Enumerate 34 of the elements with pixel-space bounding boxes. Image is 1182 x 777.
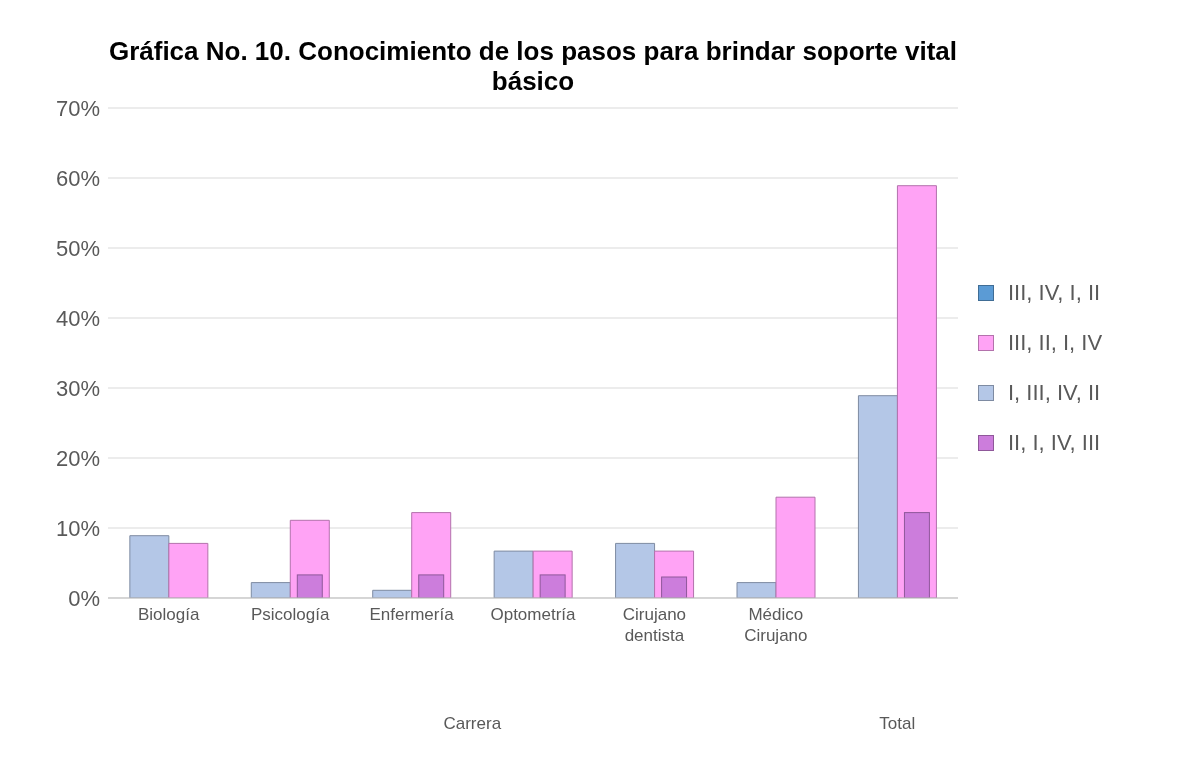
bar bbox=[661, 576, 688, 598]
bar bbox=[493, 550, 534, 598]
y-tick-label: 0% bbox=[68, 585, 100, 611]
bar bbox=[250, 582, 291, 598]
bar bbox=[296, 574, 323, 598]
chart-title: Gráfica No. 10. Conocimiento de los pasos para brindar soporte vital básico bbox=[108, 36, 958, 96]
x-tick-label: Médico Cirujano bbox=[744, 605, 808, 645]
y-tick-label: 30% bbox=[55, 375, 100, 401]
legend-label: III, II, I, IV bbox=[1008, 329, 1103, 357]
x-tick-label: Psicología bbox=[250, 605, 330, 624]
x-tick-label: Optometría bbox=[490, 605, 577, 624]
bar bbox=[857, 395, 898, 598]
text: Carrera bbox=[442, 714, 503, 734]
legend-label: III, IV, I, II bbox=[1008, 279, 1101, 307]
text: Total bbox=[878, 714, 917, 734]
bar bbox=[418, 574, 445, 598]
y-tick-label: 10% bbox=[55, 515, 100, 541]
bar bbox=[736, 582, 777, 598]
bar bbox=[539, 574, 566, 598]
y-tick-label: 20% bbox=[55, 445, 100, 471]
x-tick-label: Enfermería bbox=[369, 605, 455, 624]
legend-label: II, I, IV, III bbox=[1008, 429, 1101, 457]
legend-label: I, III, IV, II bbox=[1008, 379, 1101, 407]
x-tick-label: Cirujano dentista bbox=[622, 605, 687, 645]
bar bbox=[903, 512, 930, 598]
bar bbox=[615, 542, 656, 598]
y-tick-label: 60% bbox=[55, 165, 100, 191]
y-tick-label: 40% bbox=[55, 305, 100, 331]
y-tick-label: 50% bbox=[55, 235, 100, 261]
y-tick-label: 70% bbox=[55, 95, 100, 121]
x-tick-label: Biología bbox=[138, 605, 200, 624]
bar bbox=[168, 542, 209, 598]
bar bbox=[775, 496, 816, 598]
bar bbox=[129, 535, 170, 598]
